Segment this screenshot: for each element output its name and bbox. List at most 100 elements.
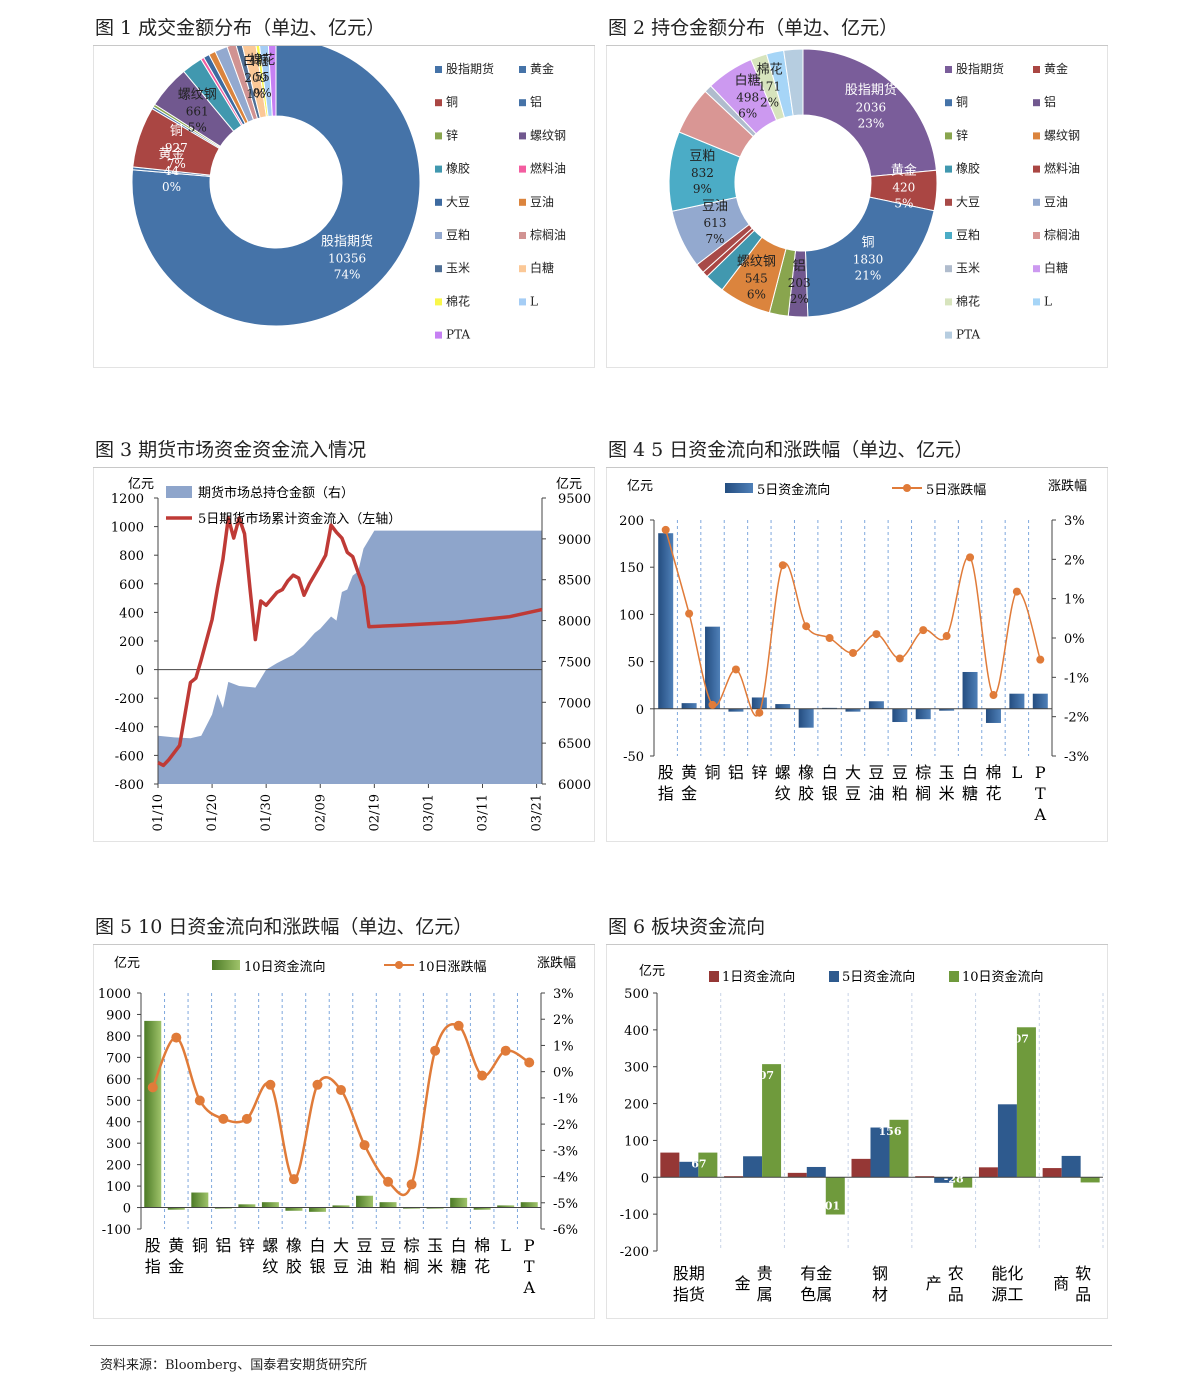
y-tick-label: 300 bbox=[624, 1061, 649, 1076]
y-tick-label: 0 bbox=[641, 1171, 649, 1186]
bar-1日资金流向-6 bbox=[1042, 1168, 1062, 1178]
line-point-豆油 bbox=[359, 1140, 370, 1151]
line-point-锌 bbox=[755, 708, 764, 717]
left-tick-label: 800 bbox=[119, 549, 144, 564]
bar-玉米 bbox=[426, 1207, 444, 1209]
bar-锌 bbox=[751, 697, 767, 709]
line-point-豆油 bbox=[872, 630, 881, 639]
category-label: 产 bbox=[926, 1274, 942, 1293]
slice-label-value: 44 bbox=[164, 164, 180, 178]
bar-data-label: -28 bbox=[944, 1173, 964, 1186]
bar-棕榈 bbox=[403, 1207, 421, 1209]
line-point-黄金 bbox=[685, 609, 694, 618]
slice-label-value: 927 bbox=[165, 141, 188, 155]
line-point-棉花 bbox=[477, 1070, 488, 1081]
slice-label-name: 豆粕 bbox=[689, 149, 715, 164]
category-label: 花 bbox=[985, 784, 1001, 803]
left-axis-unit: 亿元 bbox=[128, 477, 154, 492]
line-point-白银 bbox=[312, 1079, 323, 1090]
slice-label-pct: 7% bbox=[705, 232, 724, 246]
category-label: 铝 bbox=[728, 763, 744, 782]
figure-1-chart-box: 股指期货 10356 74% 铜 927 7% 黄金 44 0% 螺纹钢 661 5% 棉花 55 0% 白糖… bbox=[93, 37, 595, 368]
left-tick-label: -200 bbox=[115, 692, 144, 707]
slice-label-value: 1830 bbox=[853, 252, 884, 266]
pie-slice-1 bbox=[131, 37, 421, 327]
category-label: 纹 bbox=[262, 1257, 278, 1276]
legend-label: 白糖 bbox=[530, 260, 554, 275]
legend-swatch bbox=[1033, 165, 1040, 173]
legend-label: 锌 bbox=[956, 128, 968, 142]
legend-label: PTA bbox=[956, 328, 980, 342]
figure-4-bar-line-chart: 200 150 100 50 0 -50 3% 2% 1% 0% -1% -2% -3% 股指黄金铜铝锌螺… bbox=[619, 478, 1089, 824]
category-label: T bbox=[1035, 784, 1046, 803]
legend-label: 玉米 bbox=[446, 261, 470, 275]
left-tick-label: 0 bbox=[136, 664, 144, 679]
line-point-豆粕 bbox=[895, 654, 904, 663]
y-axis-unit: 亿元 bbox=[639, 964, 665, 979]
category-label: 豆 bbox=[333, 1257, 349, 1276]
figure-3-chart-box: 1200 1000 800 600 400 200 0 -200 -400 -600 -800 950… bbox=[93, 468, 595, 842]
legend-label: 1日资金流向 bbox=[722, 969, 795, 985]
bar-10日资金流向-6 bbox=[1080, 1177, 1100, 1183]
right-tick-label: 0% bbox=[1064, 632, 1085, 647]
legend-swatch bbox=[519, 132, 526, 140]
legend-label: 黄金 bbox=[530, 61, 554, 76]
legend-label: 白糖 bbox=[1044, 260, 1068, 275]
line-point-橡胶 bbox=[288, 1174, 299, 1185]
line-point-大豆 bbox=[849, 648, 857, 657]
legend-swatch bbox=[945, 132, 952, 140]
category-label: 大 bbox=[333, 1236, 349, 1255]
category-label: 玉 bbox=[427, 1236, 443, 1255]
category-label: 胶 bbox=[286, 1257, 302, 1276]
right-tick-label: 1% bbox=[1064, 593, 1085, 608]
legend-swatch bbox=[435, 66, 442, 73]
left-tick-label: 1000 bbox=[111, 521, 144, 536]
category-label: 材 bbox=[872, 1285, 888, 1304]
category-label: 贵 bbox=[757, 1264, 773, 1283]
category-label: 金 bbox=[681, 784, 697, 803]
y-tick-label: 200 bbox=[624, 1098, 649, 1113]
figure-5-title: 图 5 10 日资金流向和涨跌幅（单边、亿元） bbox=[93, 911, 595, 945]
legend-label: 豆油 bbox=[530, 195, 554, 209]
line-point-L bbox=[1012, 587, 1021, 596]
left-tick-label: 50 bbox=[627, 656, 644, 671]
legend-label: 棉花 bbox=[956, 293, 980, 308]
category-label: 豆 bbox=[845, 784, 861, 803]
slice-label-pct: 21% bbox=[855, 268, 882, 282]
bar-大豆 bbox=[845, 708, 861, 712]
legend-label: 棕榈油 bbox=[1044, 227, 1080, 242]
category-label: P bbox=[524, 1236, 535, 1255]
line-point-股指 bbox=[147, 1082, 158, 1093]
category-label: 黄 bbox=[168, 1236, 184, 1255]
legend-swatch bbox=[519, 99, 526, 107]
x-tick-label: 01/20 bbox=[205, 794, 220, 831]
legend-swatch bbox=[945, 99, 952, 107]
legend-label: 锌 bbox=[446, 128, 458, 142]
slice-label-pct: 0% bbox=[253, 86, 272, 100]
legend-swatch bbox=[435, 165, 442, 173]
category-label: 螺 bbox=[262, 1236, 278, 1255]
right-tick-label: -1% bbox=[1064, 671, 1089, 686]
line-point-白糖 bbox=[453, 1020, 464, 1031]
category-label: 属 bbox=[757, 1285, 773, 1304]
slice-label-name: 铜 bbox=[861, 235, 874, 250]
left-axis-unit: 亿元 bbox=[114, 956, 140, 971]
category-label: 粕 bbox=[892, 784, 908, 803]
left-tick-label: 200 bbox=[619, 514, 644, 529]
slice-label-name: 螺纹钢 bbox=[178, 88, 217, 103]
line-series-cumulative-inflow bbox=[157, 516, 543, 768]
legend-label: 5日资金流向 bbox=[842, 969, 915, 985]
x-tick-label: 03/21 bbox=[530, 794, 545, 831]
category-label: 胶 bbox=[798, 784, 814, 803]
legend-swatch bbox=[949, 971, 959, 982]
category-label: 糖 bbox=[451, 1257, 467, 1276]
right-tick-label: 8000 bbox=[558, 615, 591, 630]
legend-label: 10日资金流向 bbox=[962, 969, 1044, 985]
category-label: A bbox=[522, 1278, 535, 1297]
slice-label-value: 171 bbox=[758, 80, 781, 94]
right-tick-label: 1% bbox=[553, 1039, 574, 1054]
y-tick-label: 100 bbox=[624, 1134, 649, 1149]
bar-5日资金流向-1 bbox=[743, 1156, 763, 1178]
slice-label-value: 209 bbox=[244, 71, 267, 85]
category-label: 榈 bbox=[404, 1257, 420, 1276]
